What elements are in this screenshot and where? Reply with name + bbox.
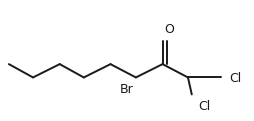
Text: Cl: Cl — [229, 72, 241, 85]
Text: Br: Br — [120, 83, 134, 96]
Text: Cl: Cl — [198, 100, 211, 113]
Text: O: O — [164, 23, 174, 36]
